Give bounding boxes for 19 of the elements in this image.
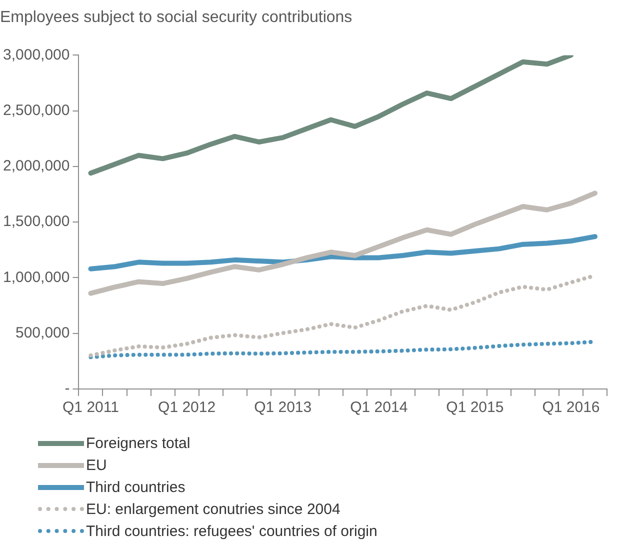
y-tick-label: 500,000: [15, 324, 70, 342]
legend-label: Foreigners total: [86, 434, 190, 452]
y-tick-label: 1,500,000: [2, 213, 70, 230]
y-tick-label: 3,000,000: [2, 46, 70, 64]
x-tick-label: Q1 2015: [446, 399, 504, 416]
legend-label: EU: [86, 456, 107, 474]
legend-label: EU: enlargement conutries since 2004: [86, 500, 340, 518]
y-tick-label: -: [64, 380, 70, 398]
x-tick-label: Q1 2012: [158, 399, 216, 416]
y-tick-label: 2,000,000: [2, 158, 70, 175]
x-tick-label: Q1 2014: [350, 399, 408, 416]
x-tick-label: Q1 2016: [542, 399, 600, 416]
legend-label: Third countries: [86, 478, 186, 496]
x-tick-label: Q1 2013: [254, 399, 312, 416]
legend-label: Third countries: refugees' countries of origin: [86, 522, 378, 540]
y-tick-label: 2,500,000: [2, 102, 70, 119]
chart-title: Employees subject to social security contributions: [0, 9, 352, 26]
x-tick-label: Q1 2011: [62, 399, 119, 416]
y-tick-label: 1,000,000: [2, 268, 70, 286]
